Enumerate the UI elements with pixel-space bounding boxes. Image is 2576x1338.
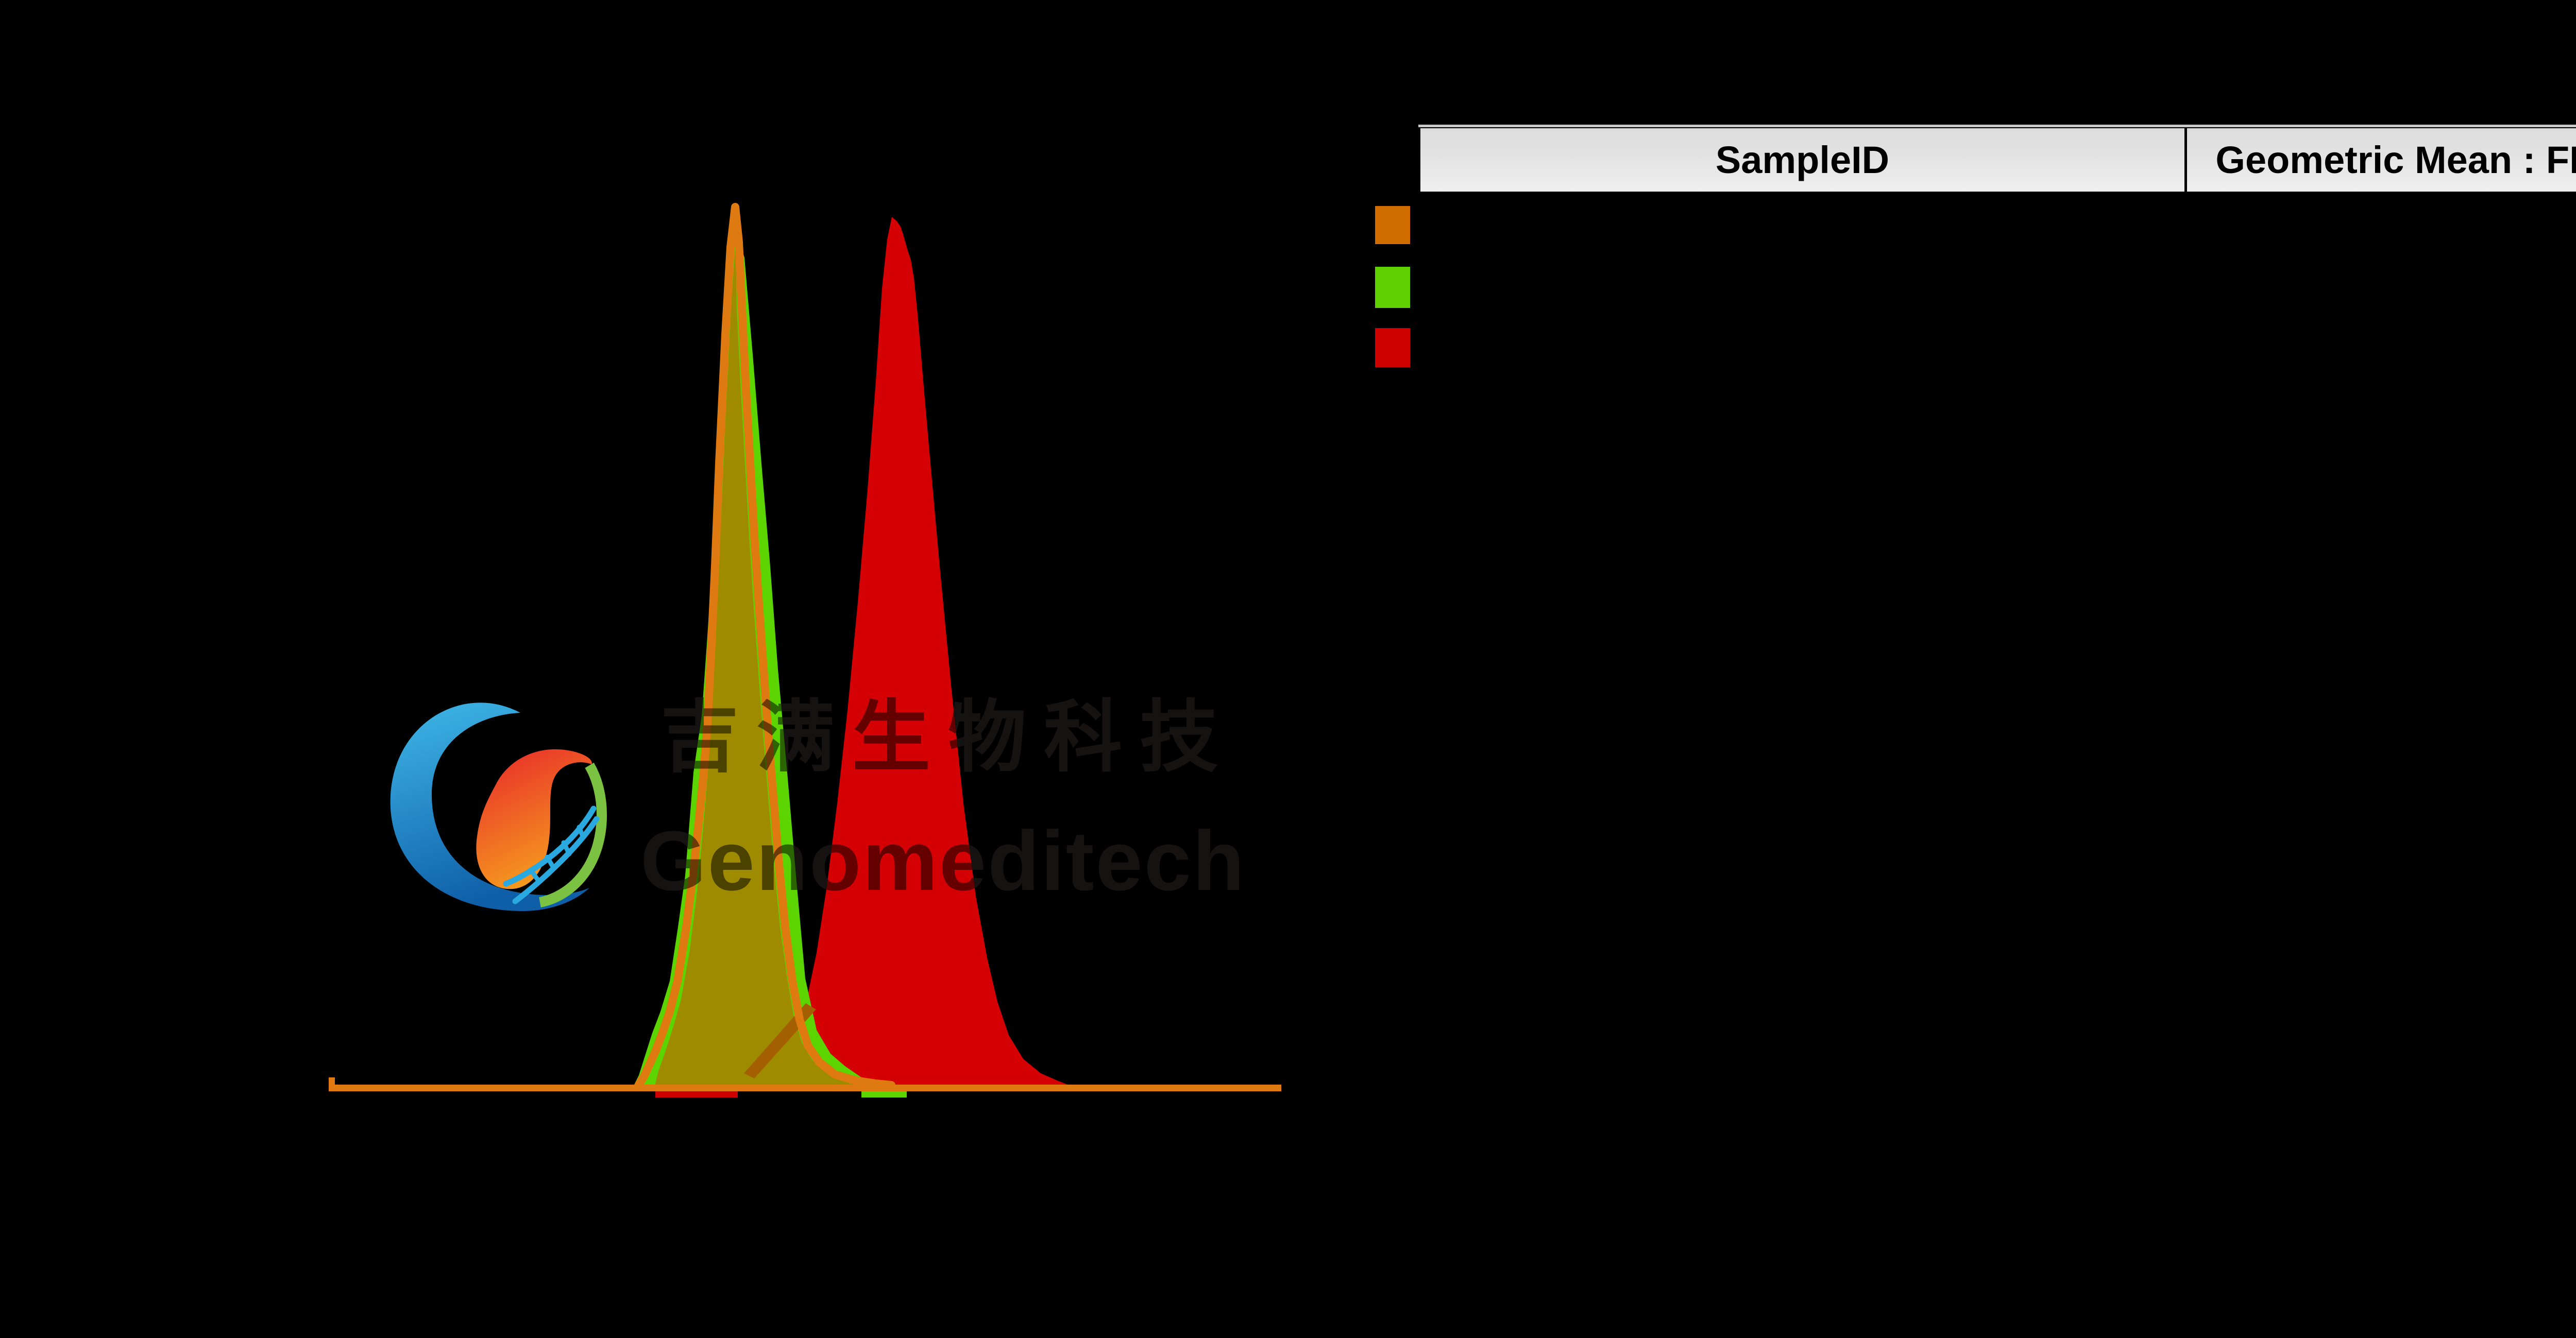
red-baseline-strip xyxy=(655,1091,738,1097)
genomeditech-logo xyxy=(390,702,607,912)
watermark-chinese-text-shade: 吉满生物科技 xyxy=(660,694,1235,781)
logo-green-leaf xyxy=(538,762,607,907)
orange-series-outline xyxy=(635,203,895,1089)
x-baseline xyxy=(329,1085,1281,1091)
baseline-left-tick xyxy=(329,1077,335,1086)
watermark-english-text-shade: Genomeditech xyxy=(640,814,1246,908)
legend-swatch xyxy=(1375,328,1410,367)
orange-green-overlap-fill xyxy=(654,242,868,1088)
statistics-table-header: SampleID Geometric Mean : FL11-H xyxy=(1418,128,2576,193)
green-baseline-strip xyxy=(861,1091,907,1097)
red-series-fill xyxy=(737,217,1067,1088)
table-top-rule xyxy=(1418,125,2576,127)
logo-dna-helix xyxy=(503,805,600,904)
logo-blue-comma xyxy=(390,702,589,912)
column-header-sampleid: SampleID xyxy=(1420,128,2184,192)
legend-swatch xyxy=(1375,267,1410,308)
column-header-geometric-mean: Geometric Mean : FL11-H xyxy=(2184,128,2576,192)
legend-swatch xyxy=(1375,206,1410,244)
logo-red-flame xyxy=(476,749,592,889)
